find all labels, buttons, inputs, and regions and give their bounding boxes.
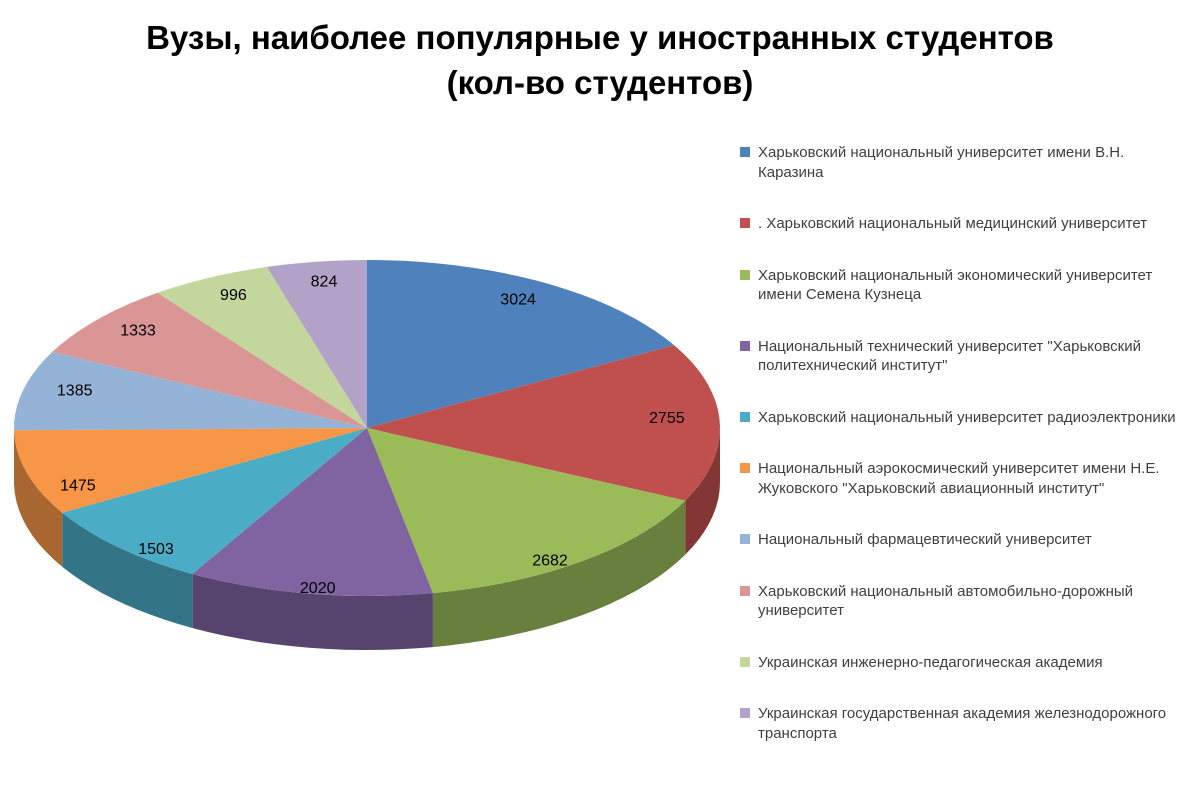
pie-slice-side	[432, 500, 686, 648]
legend-item: Национальный фармацевтический университе…	[740, 530, 1196, 550]
pie-slice-side	[685, 428, 720, 555]
pie-slice	[192, 428, 433, 596]
legend-swatch	[740, 463, 750, 473]
legend-label: Харьковский национальный экономический у…	[758, 266, 1153, 304]
legend-swatch	[740, 585, 750, 596]
pie-slice	[367, 428, 686, 594]
slice-value-label: 996	[220, 287, 247, 304]
slice-value-label: 2020	[300, 580, 336, 597]
legend-label: Харьковский национальный автомобильно-до…	[758, 582, 1134, 620]
slice-value-label: 2682	[532, 553, 568, 570]
slice-value-label: 1385	[57, 383, 93, 400]
legend-swatch	[740, 218, 750, 228]
legend-swatch	[740, 269, 750, 280]
legend-label: Харьковский национальный университет име…	[758, 144, 1125, 181]
legend-item: Харьковский национальный университет име…	[740, 143, 1196, 182]
legend-item: Национальный технический университет "Ха…	[740, 337, 1196, 376]
slice-value-label: 2755	[649, 410, 685, 427]
pie-slice	[367, 260, 675, 428]
legend-label: Национальный фармацевтический университе…	[758, 531, 1092, 548]
legend-item: Харьковский национальный автомобильно-до…	[740, 582, 1196, 621]
legend-swatch	[740, 147, 750, 157]
legend-label: Украинская государственная академия желе…	[758, 705, 1167, 742]
legend-label: Национальный аэрокосмический университет…	[758, 460, 1160, 497]
chart-title-line-1: Вузы, наиболее популярные у иностранных …	[146, 19, 1054, 56]
legend-label: Национальный технический университет "Ха…	[758, 337, 1141, 375]
pie-slice	[62, 428, 367, 574]
legend-swatch	[740, 411, 750, 422]
chart-legend: Харьковский национальный университет име…	[740, 143, 1196, 775]
pie-slice-side	[192, 574, 433, 650]
slice-value-label: 824	[311, 274, 338, 291]
legend-item: Харьковский национальный университет рад…	[740, 408, 1196, 428]
pie-slice-side	[14, 430, 63, 567]
pie-slice-side	[62, 512, 193, 628]
legend-swatch	[740, 656, 750, 667]
legend-swatch	[740, 708, 750, 718]
pie-slice	[367, 345, 720, 501]
pie-slice	[157, 266, 367, 428]
legend-item: . Харьковский национальный медицинский у…	[740, 214, 1196, 234]
legend-label: Украинская инженерно-педагогическая акад…	[758, 653, 1103, 671]
pie-chart: 3024 2755 2682 2020 1503 1475 1385 1333 996 824	[14, 260, 720, 650]
pie-slice	[52, 292, 368, 428]
legend-item: Национальный аэрокосмический университет…	[740, 459, 1196, 498]
slice-value-label: 1475	[60, 478, 96, 495]
legend-swatch	[740, 534, 750, 544]
pie-slice	[14, 351, 367, 431]
legend-item: Украинская инженерно-педагогическая акад…	[740, 653, 1196, 673]
legend-label: . Харьковский национальный медицинский у…	[758, 215, 1148, 232]
slice-value-label: 3024	[500, 292, 536, 309]
pie-slice	[266, 260, 367, 428]
slice-value-label: 1503	[138, 541, 174, 558]
legend-item: Украинская государственная академия желе…	[740, 704, 1196, 743]
legend-item: Харьковский национальный экономический у…	[740, 266, 1196, 305]
chart-title-line-2: (кол-во студентов)	[446, 63, 754, 101]
slice-value-label: 1333	[120, 323, 156, 340]
pie-slice	[14, 428, 367, 513]
legend-swatch	[740, 340, 750, 351]
chart-title: Вузы, наиболее популярные у иностранных …	[0, 16, 1200, 105]
legend-label: Харьковский национальный университет рад…	[758, 408, 1176, 426]
